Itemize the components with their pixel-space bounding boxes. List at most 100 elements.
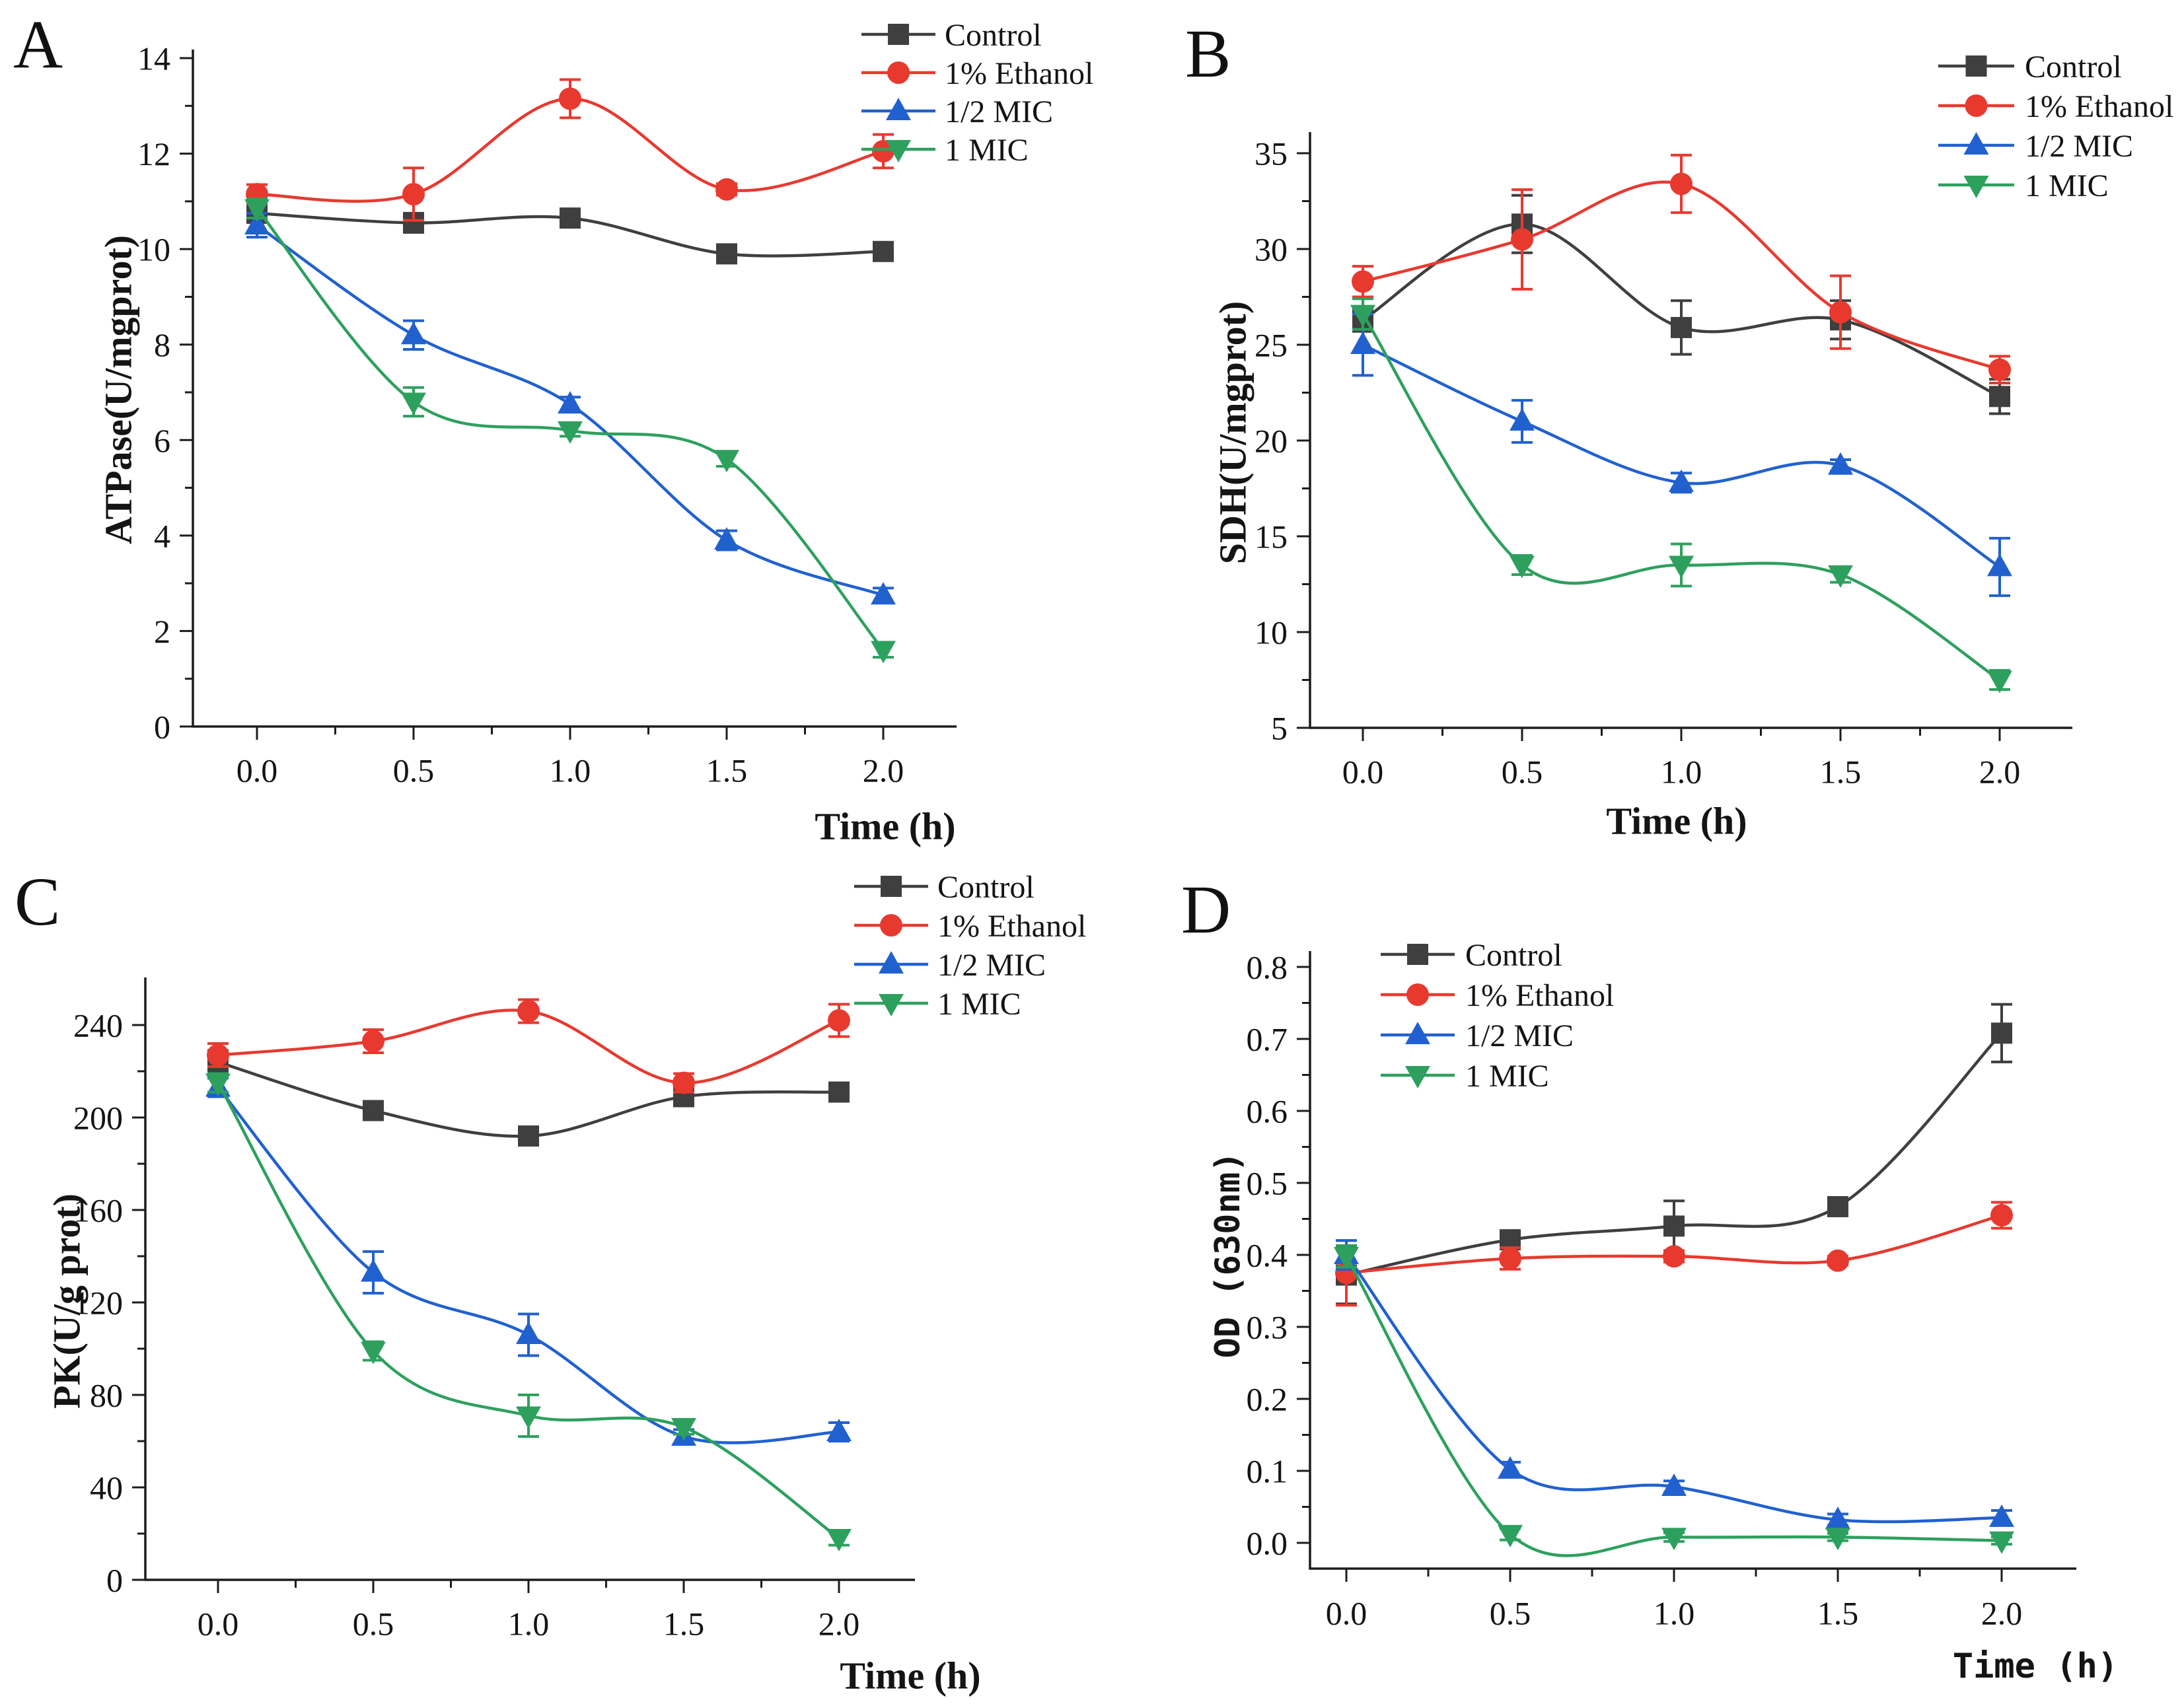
svg-text:4: 4 — [154, 517, 170, 554]
panel-c-line-1-mic — [217, 1082, 840, 1540]
svg-text:0.2: 0.2 — [1247, 1381, 1288, 1418]
panel-b-legend-label-1-ethanol: 1% Ethanol — [2025, 89, 2173, 124]
panel-d-markers-1-mic — [1334, 1247, 2014, 1554]
panel-b-legend-label-1-2-mic: 1/2 MIC — [2025, 129, 2133, 164]
panel-b-legend-item-control: Control — [1938, 50, 2122, 85]
svg-text:20: 20 — [1255, 423, 1288, 460]
panel-c-legend-item-control: Control — [854, 870, 1035, 905]
svg-text:160: 160 — [73, 1192, 123, 1229]
panel-b-legend-label-control: Control — [2025, 50, 2122, 85]
svg-text:5: 5 — [1271, 710, 1288, 747]
svg-text:0.7: 0.7 — [1247, 1021, 1288, 1058]
panel-b-markers-1-2-mic — [1350, 332, 2012, 577]
svg-text:30: 30 — [1255, 231, 1288, 268]
panel-a-markers-1-2-mic — [244, 212, 896, 605]
svg-text:0.5: 0.5 — [1502, 754, 1543, 791]
panel-c-ticks — [132, 1024, 840, 1593]
svg-text:0: 0 — [154, 709, 170, 746]
panel-d-legend: Control 1% Ethanol 1/2 MIC 1 MIC — [1381, 938, 1614, 1094]
panel-b-errorbars-control — [1352, 194, 2010, 415]
panel-d-legend-item-1-ethanol: 1% Ethanol — [1381, 978, 1614, 1013]
panel-d-legend-label-control: Control — [1465, 938, 1562, 973]
panel-b-line-1-2-mic — [1362, 343, 2001, 569]
panel-c-chart: 0 40 80 120 160 200 240 0.0 0.5 1.0 1.5 2.0 PK(U/g p… — [45, 870, 1086, 1697]
svg-text:0: 0 — [106, 1562, 123, 1599]
panel-a-legend-item-1-ethanol: 1% Ethanol — [861, 56, 1093, 91]
panel-c-line-control — [217, 1060, 840, 1138]
panel-b-errorbars-1-mic — [1352, 297, 2010, 691]
svg-text:14: 14 — [137, 40, 170, 77]
svg-text:0.8: 0.8 — [1247, 949, 1288, 986]
svg-text:25: 25 — [1255, 327, 1288, 364]
panel-b-y-axis-title: SDH(U/mgprot) — [1211, 301, 1254, 564]
svg-text:10: 10 — [137, 231, 170, 268]
svg-text:6: 6 — [154, 422, 170, 459]
panel-d-legend-label-1-2-mic: 1/2 MIC — [1465, 1018, 1574, 1053]
panel-a-legend-item-control: Control — [861, 18, 1042, 53]
panel-d-tick-labels: 0.0 0.1 0.2 0.3 0.4 0.5 0.6 0.7 0.8 0.0 0.5 1.0 1.5 2… — [1247, 949, 2023, 1632]
panel-b-x-axis-title: Time (h) — [1606, 799, 1747, 842]
svg-text:0.1: 0.1 — [1247, 1453, 1288, 1490]
svg-text:0.5: 0.5 — [1247, 1165, 1288, 1202]
svg-text:200: 200 — [73, 1100, 123, 1137]
svg-text:0.0: 0.0 — [237, 752, 278, 789]
svg-text:10: 10 — [1255, 614, 1288, 651]
panel-a-legend-item-1-mic: 1 MIC — [861, 133, 1029, 168]
panel-c-legend-label-1-mic: 1 MIC — [937, 987, 1021, 1022]
panel-d-markers-1-ethanol — [1335, 1204, 2013, 1285]
panel-a-letter: A — [13, 7, 63, 83]
panel-d-legend-item-1-mic: 1 MIC — [1381, 1059, 1549, 1094]
panel-c-letter: C — [15, 864, 61, 940]
panel-a-ticks — [180, 57, 885, 740]
panel-a-x-axis-title: Time (h) — [815, 804, 955, 847]
svg-text:8: 8 — [154, 326, 170, 363]
svg-text:1.5: 1.5 — [1820, 754, 1862, 791]
svg-text:1.5: 1.5 — [663, 1606, 705, 1643]
panel-d-letter: D — [1181, 872, 1231, 948]
panel-a-y-axis-title: ATPase(U/mgprot) — [96, 235, 139, 544]
panel-c-legend-label-1-2-mic: 1/2 MIC — [937, 948, 1046, 983]
svg-text:0.5: 0.5 — [393, 752, 435, 789]
panel-c-markers-1-ethanol — [207, 1000, 850, 1094]
svg-text:1.5: 1.5 — [1817, 1595, 1859, 1632]
panel-c-legend-item-1-mic: 1 MIC — [854, 987, 1021, 1022]
panel-b-markers-1-mic — [1350, 304, 2012, 693]
panel-d-legend-item-1-2-mic: 1/2 MIC — [1381, 1018, 1574, 1053]
svg-text:0.5: 0.5 — [1490, 1595, 1531, 1632]
svg-text:80: 80 — [90, 1377, 123, 1414]
panel-b-legend-item-1-ethanol: 1% Ethanol — [1938, 89, 2173, 124]
panel-a-markers-1-mic — [244, 199, 896, 664]
panel-c-legend-item-1-2-mic: 1/2 MIC — [854, 948, 1046, 983]
panel-b-legend-item-1-mic: 1 MIC — [1938, 168, 2109, 203]
svg-text:0.0: 0.0 — [1342, 754, 1384, 791]
panel-a-legend-item-1-2-mic: 1/2 MIC — [861, 94, 1053, 129]
svg-text:15: 15 — [1255, 518, 1288, 555]
svg-text:0.0: 0.0 — [198, 1606, 239, 1643]
panel-a-chart: 0 2 4 6 8 10 12 14 0.0 0.5 1.0 1.5 2.0 ATPase(U/mgpro… — [96, 18, 1093, 848]
panel-c-markers-1-mic — [205, 1073, 852, 1551]
panel-c-axes — [144, 977, 915, 1581]
panel-c-legend-item-1-ethanol: 1% Ethanol — [854, 909, 1086, 944]
panel-b-axes — [1309, 132, 2072, 729]
panel-d-line-1-2-mic — [1345, 1254, 2002, 1524]
panel-b-tick-labels: 5 10 15 20 25 30 35 0.0 0.5 1.0 1.5 2.0 — [1255, 135, 2020, 791]
panel-b-legend-item-1-2-mic: 1/2 MIC — [1938, 129, 2133, 164]
panel-d-chart: 0.0 0.1 0.2 0.3 0.4 0.5 0.6 0.7 0.8 0.0 0.5 1.0 1.5 2… — [1208, 938, 2118, 1686]
panel-a-legend-label-1-ethanol: 1% Ethanol — [945, 56, 1093, 91]
panel-a-legend-label-control: Control — [945, 18, 1042, 53]
panel-a-tick-labels: 0 2 4 6 8 10 12 14 0.0 0.5 1.0 1.5 2.0 — [137, 40, 904, 789]
panel-a-axes — [192, 50, 957, 728]
svg-text:12: 12 — [137, 135, 170, 172]
svg-text:35: 35 — [1255, 135, 1288, 172]
panel-d-x-axis-title: Time (h) — [1953, 1647, 2118, 1686]
panel-a-markers-1-ethanol — [246, 87, 894, 206]
panel-d-legend-label-1-mic: 1 MIC — [1465, 1059, 1549, 1094]
panel-b-legend-label-1-mic: 1 MIC — [2025, 168, 2109, 203]
svg-text:0.5: 0.5 — [353, 1606, 394, 1643]
svg-text:0.0: 0.0 — [1326, 1595, 1367, 1632]
panel-d-errorbars-1-mic — [1336, 1244, 2012, 1546]
panel-c-y-axis-title: PK(U/g prot) — [45, 1193, 88, 1409]
panel-d-line-control — [1346, 1032, 2003, 1277]
panel-c-legend: Control 1% Ethanol 1/2 MIC 1 MIC — [854, 870, 1086, 1022]
